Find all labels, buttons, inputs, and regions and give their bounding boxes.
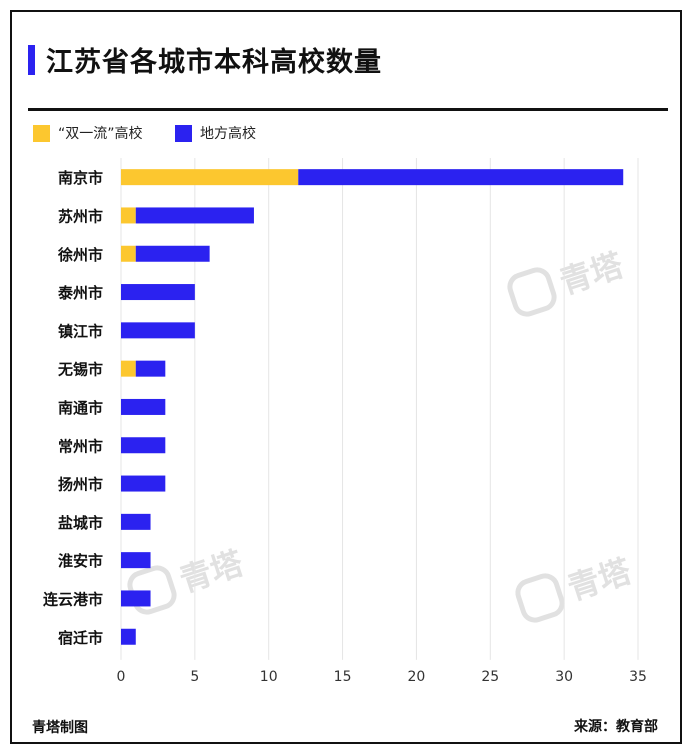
- bar-local-8: [121, 475, 166, 492]
- bar-local-10: [121, 552, 151, 569]
- x-tick-label-15: 15: [334, 669, 352, 685]
- x-tick-label-25: 25: [481, 669, 499, 685]
- bar-local-4: [121, 322, 195, 339]
- category-label-12: 宿迁市: [58, 629, 103, 647]
- bar-local-6: [121, 398, 166, 415]
- bar-double-first-class-5: [121, 360, 136, 377]
- category-label-2: 徐州市: [57, 246, 103, 264]
- chart-title: 江苏省各城市本科高校数量: [46, 47, 382, 78]
- x-tick-label-20: 20: [408, 669, 426, 685]
- bar-double-first-class-2: [121, 245, 136, 262]
- category-label-7: 常州市: [58, 437, 103, 455]
- watermark-text: 青塔: [563, 552, 637, 608]
- bar-local-12: [121, 628, 136, 645]
- x-tick-label-0: 0: [117, 669, 126, 685]
- category-label-0: 南京市: [58, 169, 103, 187]
- category-label-10: 淮安市: [58, 552, 103, 570]
- watermark-0: 青塔: [507, 246, 629, 317]
- category-label-9: 盐城市: [58, 514, 103, 532]
- bar-local-11: [121, 590, 151, 607]
- legend-label-local: 地方高校: [200, 126, 256, 142]
- bar-double-first-class-1: [121, 207, 136, 224]
- bar-local-5: [135, 360, 166, 377]
- bar-local-2: [135, 245, 210, 262]
- chart-frame: [10, 10, 682, 744]
- category-label-11: 连云港市: [43, 590, 103, 608]
- category-label-5: 无锡市: [57, 361, 103, 379]
- bar-local-3: [121, 284, 195, 301]
- watermark-logo-icon: [127, 565, 177, 615]
- bar-local-7: [121, 437, 166, 454]
- title-accent-bar: [28, 45, 35, 75]
- legend-swatch-double-first-class: [33, 125, 50, 142]
- category-label-4: 镇江市: [58, 322, 103, 340]
- watermark-text: 青塔: [175, 544, 249, 600]
- watermark-logo-icon: [507, 267, 557, 317]
- legend-swatch-local: [175, 125, 192, 142]
- bar-local-1: [135, 207, 254, 224]
- watermark-text: 青塔: [555, 246, 629, 302]
- watermark-logo-icon: [515, 573, 565, 623]
- x-tick-label-30: 30: [555, 669, 573, 685]
- data-source: 来源：教育部: [574, 719, 658, 735]
- x-tick-label-10: 10: [260, 669, 278, 685]
- category-label-8: 扬州市: [58, 476, 103, 494]
- category-label-1: 苏州市: [58, 207, 103, 225]
- bar-double-first-class-0: [121, 169, 299, 186]
- x-tick-label-5: 5: [190, 669, 199, 685]
- maker-credit: 青塔制图: [32, 720, 88, 736]
- category-label-3: 泰州市: [57, 284, 103, 302]
- bar-local-0: [298, 169, 624, 186]
- category-label-6: 南通市: [58, 399, 103, 417]
- legend-label-double-first-class: “双一流”高校: [58, 126, 143, 142]
- x-tick-label-35: 35: [629, 669, 647, 685]
- bar-local-9: [121, 513, 151, 530]
- watermark-2: 青塔: [515, 552, 637, 623]
- title-divider: [28, 108, 668, 111]
